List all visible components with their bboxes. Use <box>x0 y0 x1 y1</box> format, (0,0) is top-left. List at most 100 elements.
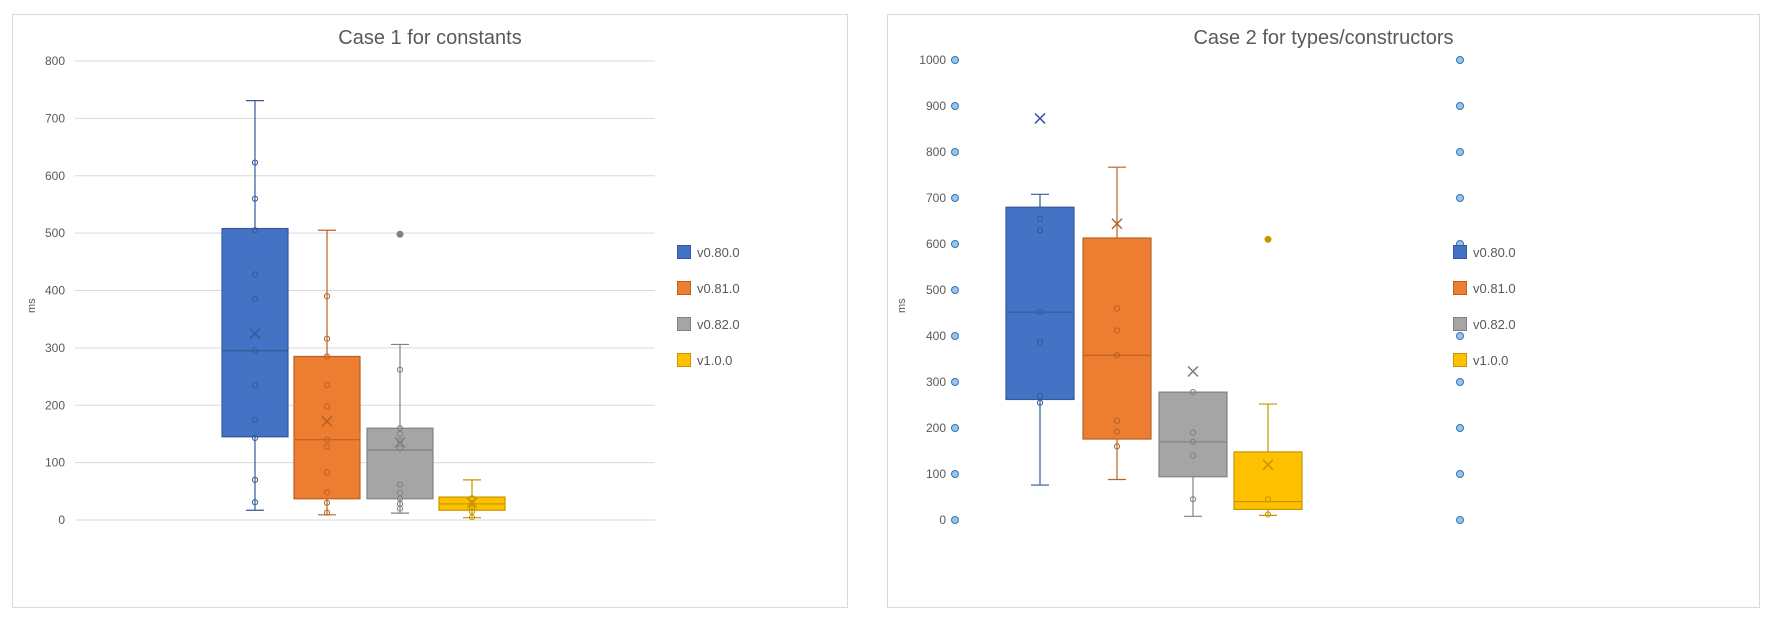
legend-item: v0.82.0 <box>1453 315 1563 333</box>
data-point <box>468 504 476 511</box>
chart-panel-case-1: Case 1 for constants 0 100 200 300 400 500 600… <box>12 14 848 608</box>
mean-marker <box>1187 365 1199 377</box>
data-point <box>323 353 331 360</box>
y-tick-label: 300 <box>926 375 946 389</box>
data-point <box>323 509 331 516</box>
data-point <box>1189 429 1197 436</box>
data-point <box>1189 496 1197 503</box>
data-point <box>396 445 404 452</box>
data-point <box>468 514 476 521</box>
axis-marker <box>1456 424 1464 432</box>
axis-marker <box>951 332 959 340</box>
legend-swatch <box>677 281 691 295</box>
y-axis-label: ms <box>896 298 908 313</box>
data-point <box>251 382 259 389</box>
data-point <box>323 469 331 476</box>
y-tick-label: 500 <box>926 283 946 297</box>
axis-marker <box>1456 378 1464 386</box>
axis-marker <box>951 516 959 524</box>
y-tick-label: 600 <box>926 237 946 251</box>
data-point <box>1036 215 1044 222</box>
mean-marker <box>1034 112 1046 124</box>
box-v0.81.0 <box>293 355 361 500</box>
data-point <box>251 271 259 278</box>
legend-swatch <box>677 353 691 367</box>
axis-marker <box>951 148 959 156</box>
legend-swatch <box>1453 245 1467 259</box>
chart-panel-case-2: Case 2 for types/constructors 0 100 200 300… <box>887 14 1760 608</box>
data-point <box>1264 496 1272 503</box>
data-point <box>1036 392 1044 399</box>
data-point <box>396 489 404 497</box>
y-tick-label: 0 <box>58 513 65 527</box>
mean-marker <box>1111 218 1123 230</box>
legend-item: v0.81.0 <box>1453 279 1563 297</box>
data-point <box>323 436 331 443</box>
y-tick-label: 300 <box>45 341 65 355</box>
axis-marker <box>1456 56 1464 64</box>
legend-item: v0.80.0 <box>677 243 787 261</box>
box-plot-case-1: 0 100 200 300 400 500 600 700 800 <box>45 54 655 527</box>
legend-swatch <box>1453 353 1467 367</box>
data-point <box>396 425 404 432</box>
y-tick-label: 800 <box>926 145 946 159</box>
legend-item: v0.82.0 <box>677 315 787 333</box>
axis-marker <box>951 56 959 64</box>
data-point <box>396 481 404 488</box>
legend-swatch <box>677 245 691 259</box>
data-point <box>468 495 476 502</box>
data-point <box>396 505 404 512</box>
axis-marker <box>1456 516 1464 524</box>
data-point <box>1189 438 1197 445</box>
axis-marker <box>951 286 959 294</box>
data-point <box>251 416 259 423</box>
axis-marker <box>951 424 959 432</box>
data-point <box>1113 327 1121 334</box>
y-axis-label: ms <box>26 298 38 313</box>
data-point <box>468 500 476 508</box>
data-point <box>323 443 331 450</box>
box-v0.82.0 <box>366 427 434 500</box>
data-point <box>251 195 259 202</box>
data-point <box>1113 428 1121 435</box>
y-tick-label: 200 <box>926 421 946 435</box>
legend-swatch <box>1453 317 1467 331</box>
legend-label: v1.0.0 <box>697 352 733 368</box>
data-point <box>1036 227 1044 234</box>
axis-marker <box>1456 102 1464 110</box>
data-point <box>1113 417 1121 424</box>
legend-label: v0.81.0 <box>1473 280 1516 296</box>
legend-swatch <box>1453 281 1467 295</box>
mean-marker <box>321 415 333 427</box>
box-v0.82.0 <box>1158 391 1228 478</box>
axis-marker <box>951 102 959 110</box>
data-point <box>468 508 476 515</box>
axis-marker <box>1456 194 1464 202</box>
data-point <box>1036 308 1044 316</box>
legend-item: v0.80.0 <box>1453 243 1563 261</box>
box-v0.81.0 <box>1082 237 1152 440</box>
y-tick-label: 100 <box>45 456 65 470</box>
outlier-point <box>1264 235 1272 243</box>
axis-marker <box>951 378 959 386</box>
axis-marker <box>1456 148 1464 156</box>
legend-label: v1.0.0 <box>1473 352 1509 368</box>
data-point <box>323 293 331 300</box>
legend-label: v0.82.0 <box>1473 316 1516 332</box>
data-point <box>251 476 259 483</box>
y-tick-label: 100 <box>926 467 946 481</box>
axis-marker <box>951 194 959 202</box>
mean-marker <box>249 328 261 340</box>
data-point <box>396 430 404 438</box>
data-point <box>251 159 259 166</box>
y-tick-label: 500 <box>45 226 65 240</box>
legend-swatch <box>677 317 691 331</box>
legend-item: v0.81.0 <box>677 279 787 297</box>
data-point <box>251 434 259 442</box>
data-point <box>1189 452 1197 459</box>
data-point <box>251 227 259 234</box>
data-point <box>323 382 331 389</box>
legend: v0.80.0 v0.81.0 v0.82.0 v1.0.0 <box>1453 243 1563 387</box>
y-tick-label: 700 <box>45 111 65 125</box>
data-point <box>323 403 331 410</box>
